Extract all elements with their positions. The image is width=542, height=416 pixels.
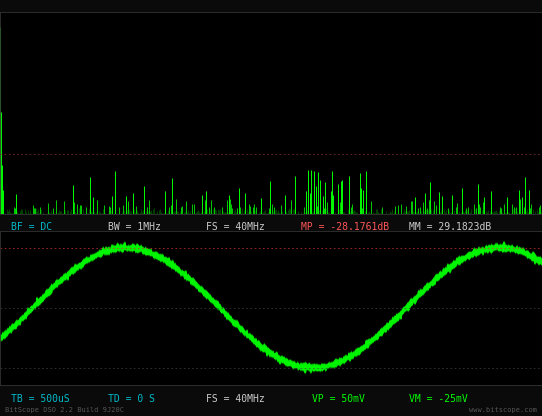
Text: VM = -25mV: VM = -25mV (409, 394, 468, 404)
Text: MM = 29.1823dB: MM = 29.1823dB (409, 222, 492, 232)
Text: VP = 50mV: VP = 50mV (312, 394, 365, 404)
Text: BF = DC: BF = DC (11, 222, 52, 232)
Text: MP = -28.1761dB: MP = -28.1761dB (301, 222, 389, 232)
Text: TD = 0 S: TD = 0 S (108, 394, 156, 404)
Text: www.bitscope.com: www.bitscope.com (469, 407, 537, 413)
Text: TB = 500uS: TB = 500uS (11, 394, 69, 404)
Text: FS = 40MHz: FS = 40MHz (206, 222, 264, 232)
Text: FS = 40MHz: FS = 40MHz (206, 394, 264, 404)
Text: BitScope DSO 2.2 Build 9J20C: BitScope DSO 2.2 Build 9J20C (5, 407, 125, 413)
Text: BW = 1MHz: BW = 1MHz (108, 222, 162, 232)
